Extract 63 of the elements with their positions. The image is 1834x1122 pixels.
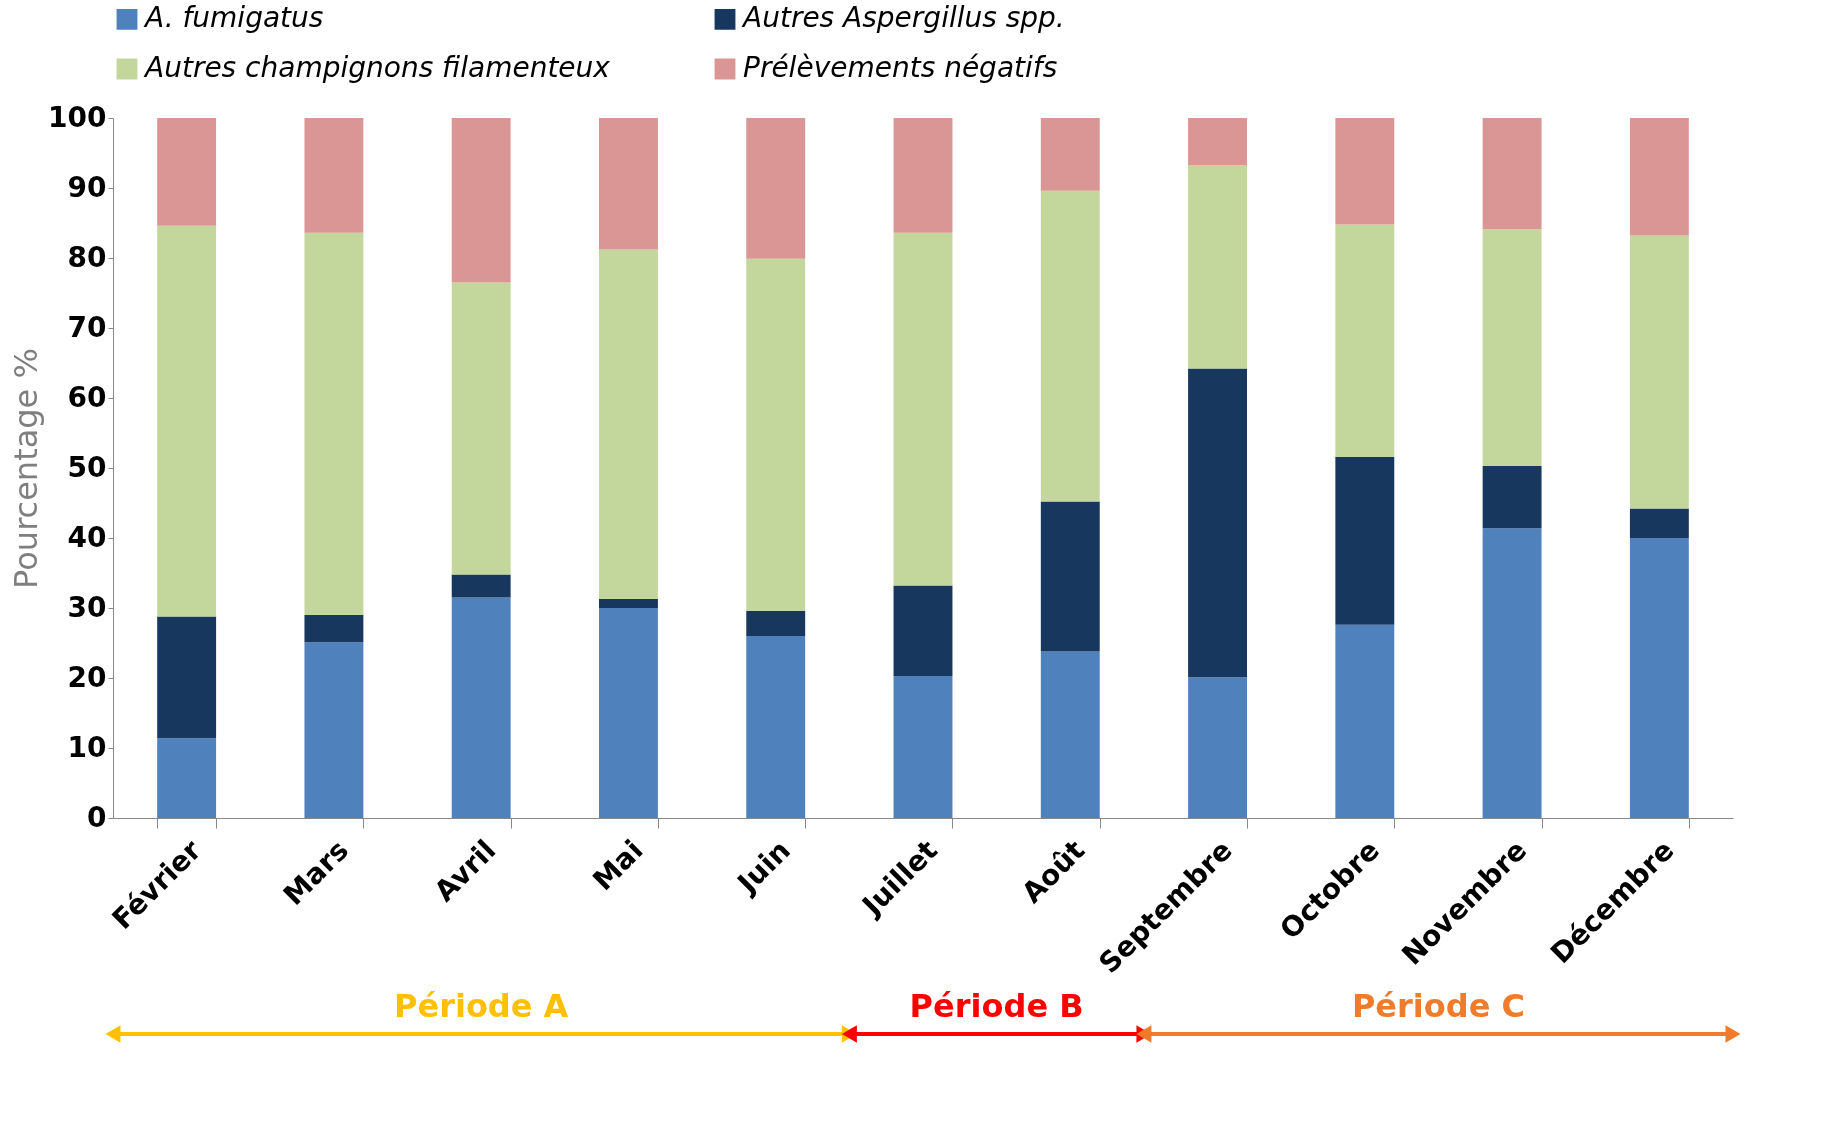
bar [304,118,364,233]
bar [893,585,953,676]
y-tick-label: 100 [48,100,107,134]
bar [1482,528,1542,818]
bar [1629,538,1689,818]
bar [1335,118,1395,225]
bar [1040,651,1100,818]
bar [1335,624,1395,818]
y-tick-label: 80 [67,240,107,274]
text: Période B [909,987,1084,1025]
bar [304,615,364,643]
y-tick-label: 40 [67,520,107,554]
bar [157,118,217,226]
bar [1335,456,1395,625]
y-axis-title: Pourcentage % [7,348,46,589]
bar [746,258,806,611]
y-tick-label: 70 [67,310,107,344]
bar [893,675,953,818]
bar [746,636,806,818]
bar [304,642,364,818]
legend-label: Autres champignons filamenteux [143,51,611,84]
y-tick-label: 60 [67,380,107,414]
legend-label: Prélèvements négatifs [743,51,1058,84]
text: Période C [1351,987,1526,1025]
bar [599,249,658,599]
bar [157,616,217,739]
bar [1629,235,1689,509]
bar [599,118,658,250]
legend-label: A. fumigatus [143,1,324,35]
bar [1040,501,1100,652]
bar [1188,164,1247,369]
bar [451,597,511,818]
bar [1629,508,1689,538]
bar [157,738,217,818]
bar [599,598,658,608]
bar [599,608,658,818]
bar [451,282,511,575]
y-tick-label: 30 [67,590,107,624]
y-tick-label: 90 [67,170,107,204]
bar [1188,118,1247,165]
bar [893,118,953,233]
bar [1188,677,1247,818]
bar [157,225,217,617]
bar [1040,190,1100,502]
y-tick-label: 50 [67,450,107,484]
bar [1482,465,1542,529]
bar [746,118,806,259]
y-tick-label: 10 [67,730,107,764]
bar [1188,368,1247,678]
bar [746,610,806,636]
y-tick-label: 20 [67,660,107,694]
bar [1482,229,1542,466]
bar [1335,224,1395,457]
bar [451,574,511,598]
bar [451,118,511,283]
bar [893,232,953,586]
bar [1040,118,1100,191]
y-tick-label: 0 [87,800,107,834]
bar [1629,118,1689,236]
legend-label: Autres Aspergillus spp. [741,1,1065,35]
text: Période A [393,987,569,1025]
bar [304,232,364,615]
bar [1482,118,1542,230]
